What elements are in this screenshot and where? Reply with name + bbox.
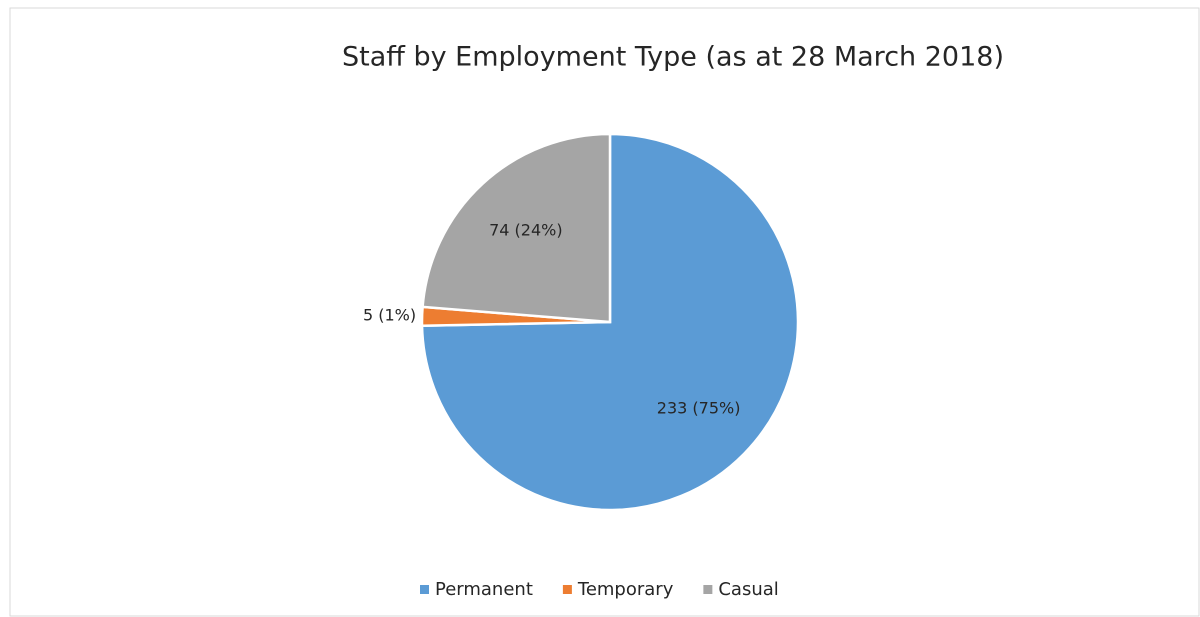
legend-label: Permanent — [435, 579, 533, 600]
legend-swatch — [420, 585, 429, 594]
legend-swatch — [703, 585, 713, 594]
chart-title: Staff by Employment Type (as at 28 March… — [342, 42, 1004, 73]
data-label: 5 (1%) — [363, 306, 416, 325]
legend-swatch — [562, 585, 572, 594]
pie-slice — [421, 132, 612, 324]
data-label: 233 (75%) — [657, 398, 741, 417]
legend-label: Temporary — [577, 579, 674, 600]
legend-label: Casual — [718, 579, 778, 600]
data-label: 74 (24%) — [489, 220, 563, 239]
